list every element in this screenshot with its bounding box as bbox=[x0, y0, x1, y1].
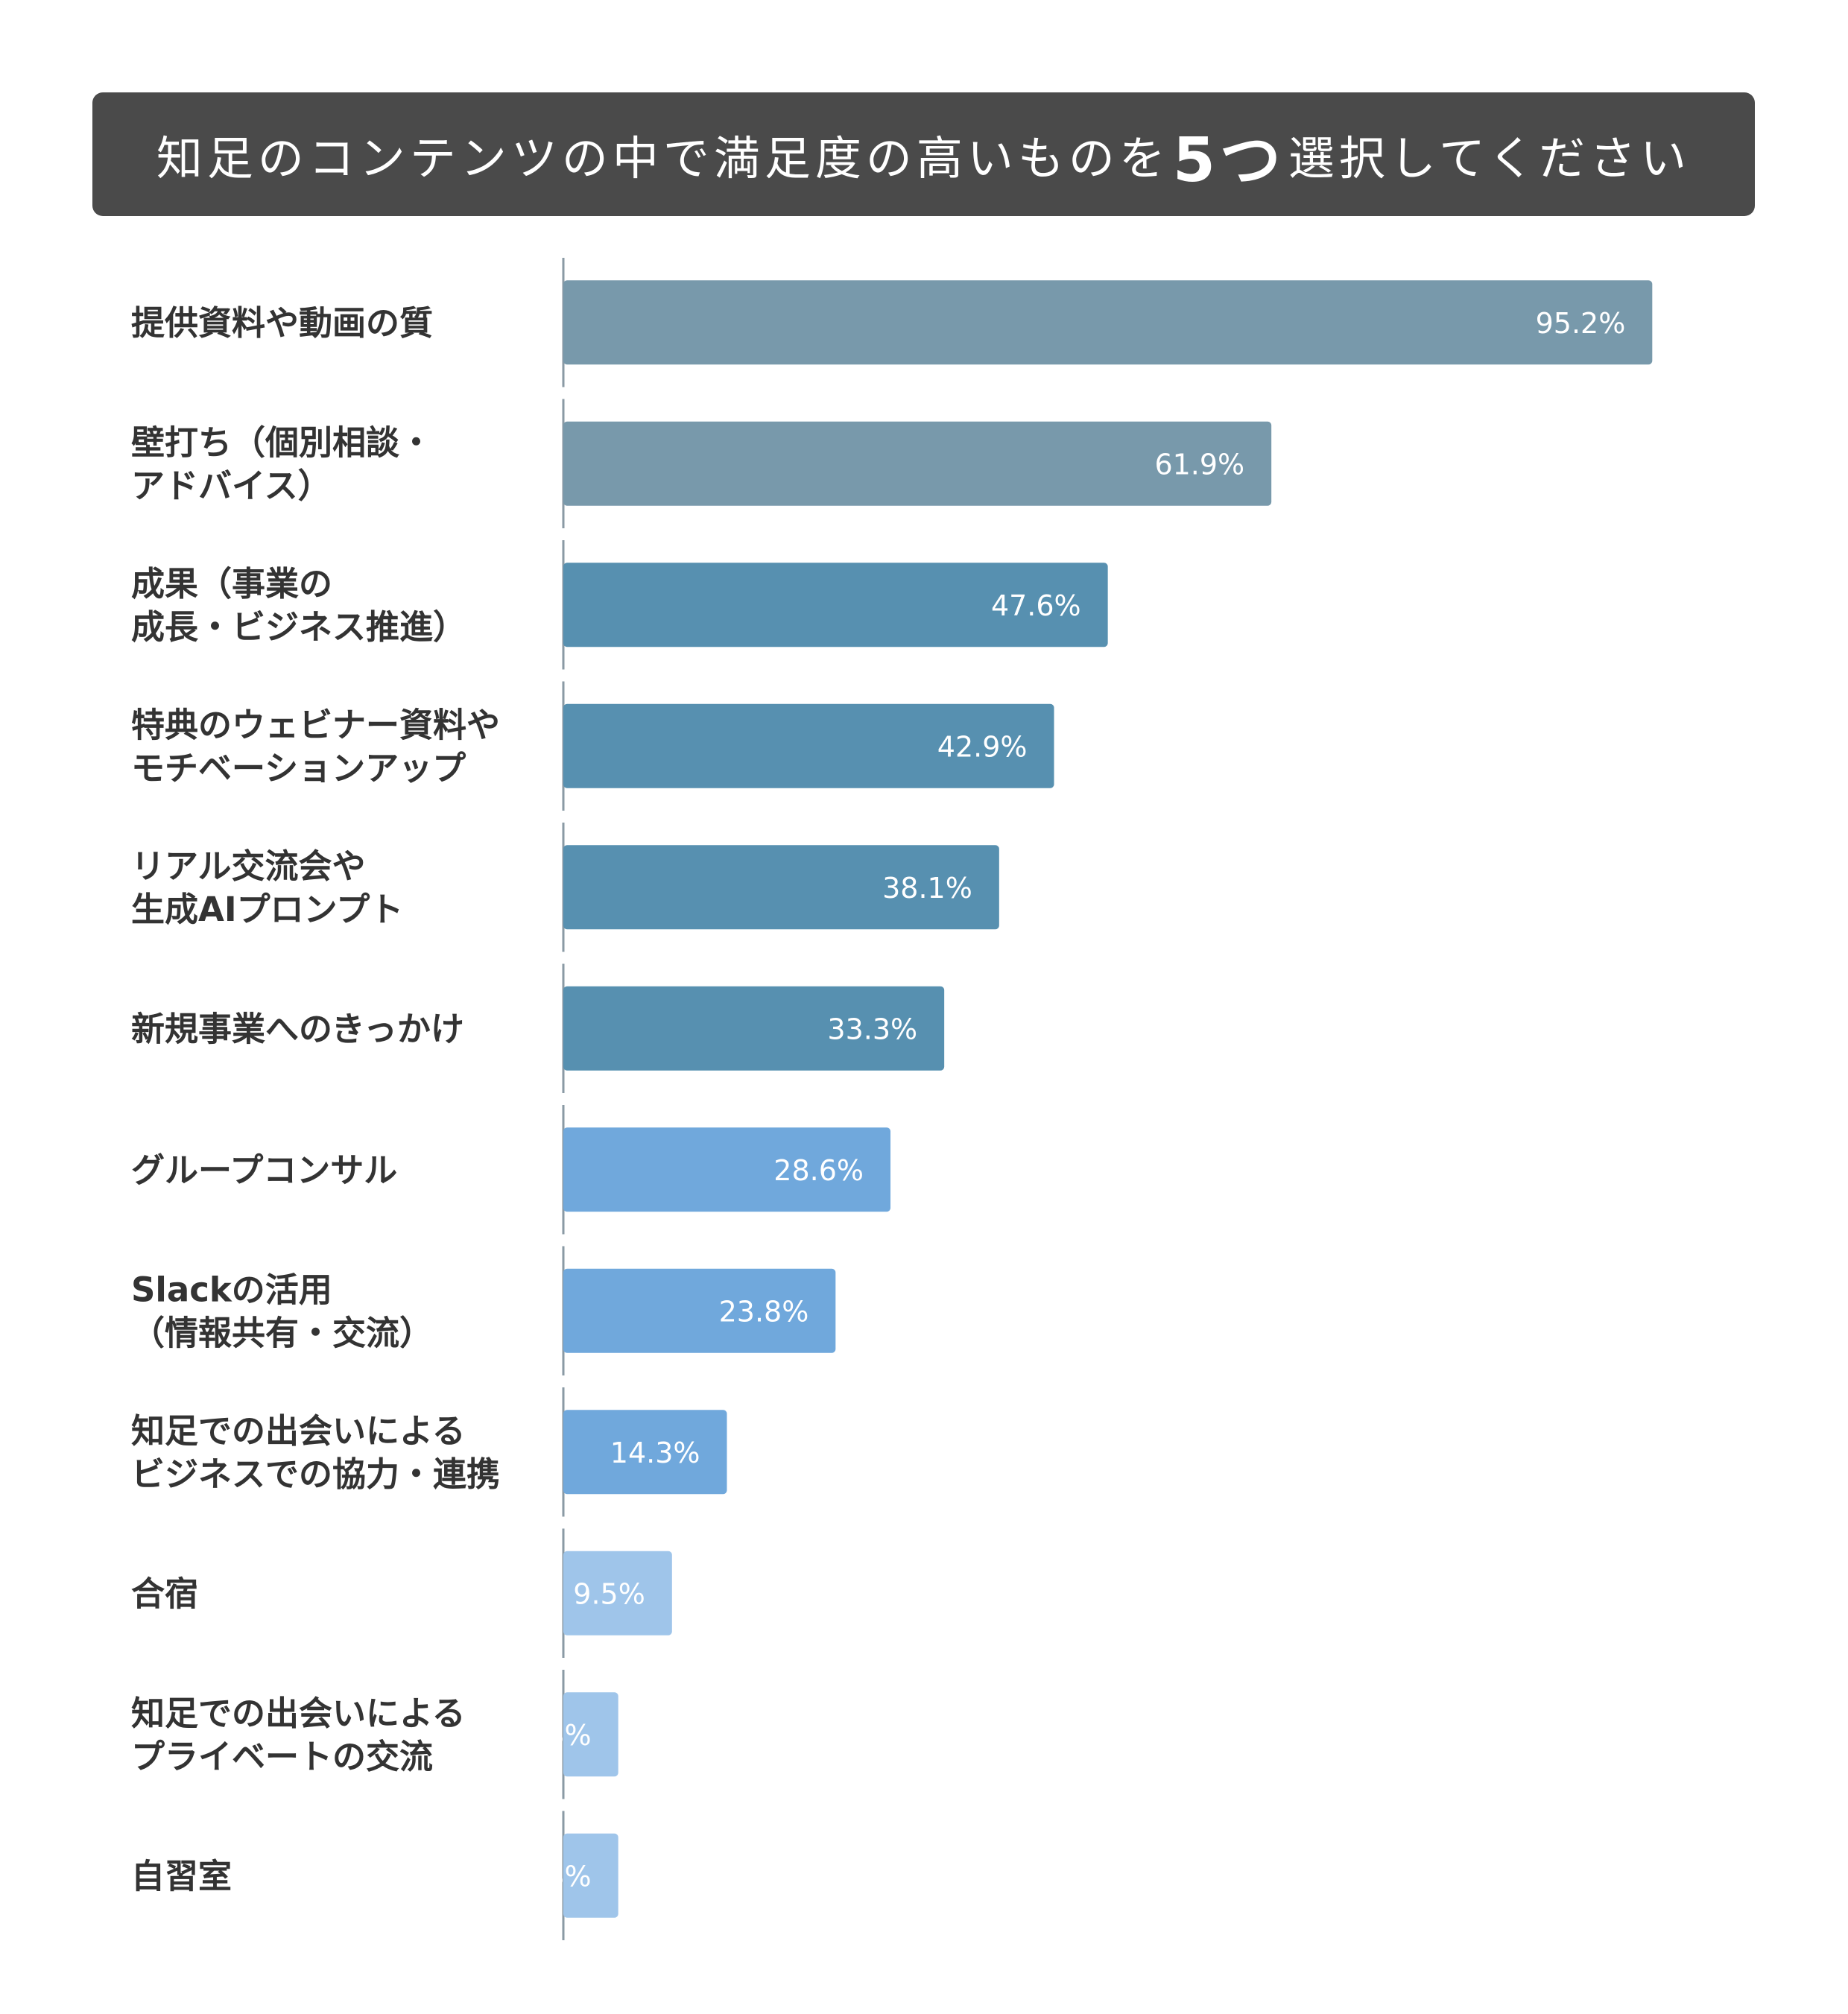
category-label: 知足での出会いによる bbox=[131, 1411, 466, 1451]
title-suffix: 選択してください bbox=[1288, 131, 1692, 186]
value-label: 95.2% bbox=[1536, 307, 1626, 340]
category-label: 成長・ビジネス推進） bbox=[131, 607, 466, 647]
category-label: モチベーションアップ bbox=[131, 748, 466, 788]
value-label: 38.1% bbox=[882, 872, 972, 905]
category-label: 合宿 bbox=[131, 1574, 198, 1613]
bar-10 bbox=[563, 1551, 672, 1635]
bar-7 bbox=[563, 1127, 891, 1212]
value-label: 4.8% bbox=[519, 1719, 592, 1752]
bar-5 bbox=[563, 845, 999, 930]
category-label: 特典のウェビナー資料や bbox=[131, 705, 500, 744]
value-label: 9.5% bbox=[573, 1577, 645, 1610]
category-label: 成果（事業の bbox=[131, 564, 332, 604]
category-label: ビジネスでの協力・連携 bbox=[131, 1454, 500, 1494]
value-label: 33.3% bbox=[827, 1013, 917, 1045]
bar-12 bbox=[563, 1833, 618, 1918]
title-number: 5つ bbox=[1172, 124, 1285, 196]
title-prefix: 知足のコンテンツの中で満足度の高いものを bbox=[156, 131, 1170, 186]
category-label: 壁打ち（個別相談・ bbox=[131, 422, 433, 462]
category-label: プライベートの交流 bbox=[131, 1737, 433, 1776]
category-label: 自習室 bbox=[131, 1856, 232, 1896]
category-label: アドバイス） bbox=[131, 466, 332, 505]
bar-3 bbox=[563, 563, 1108, 647]
bar-9 bbox=[563, 1410, 727, 1495]
bar-6 bbox=[563, 986, 945, 1071]
bar-2 bbox=[563, 421, 1272, 506]
bar-8 bbox=[563, 1268, 836, 1353]
category-label: 提供資料や動画の質 bbox=[131, 303, 433, 343]
category-label: Slackの活用 bbox=[131, 1270, 332, 1309]
value-label: 4.8% bbox=[519, 1860, 592, 1893]
value-label: 47.6% bbox=[991, 589, 1081, 622]
category-label: 知足での出会いによる bbox=[131, 1694, 466, 1733]
value-label: 61.9% bbox=[1154, 448, 1244, 481]
value-label: 28.6% bbox=[773, 1154, 864, 1187]
chart-title-banner: 知足のコンテンツの中で満足度の高いものを 5つ 選択してください bbox=[92, 92, 1755, 216]
category-label: （情報共有・交流） bbox=[131, 1313, 433, 1352]
category-label: リアル交流会や bbox=[131, 846, 366, 886]
value-label: 23.8% bbox=[719, 1295, 809, 1328]
bar-1 bbox=[563, 280, 1653, 365]
value-label: 14.3% bbox=[610, 1437, 700, 1469]
bar-11 bbox=[563, 1692, 618, 1777]
value-label: 42.9% bbox=[937, 730, 1028, 763]
bar-4 bbox=[563, 703, 1054, 788]
category-label: 新規事業へのきっかけ bbox=[131, 1009, 464, 1048]
category-label: 生成AIプロンプト bbox=[131, 890, 403, 929]
category-label: グループコンサル bbox=[131, 1150, 397, 1190]
